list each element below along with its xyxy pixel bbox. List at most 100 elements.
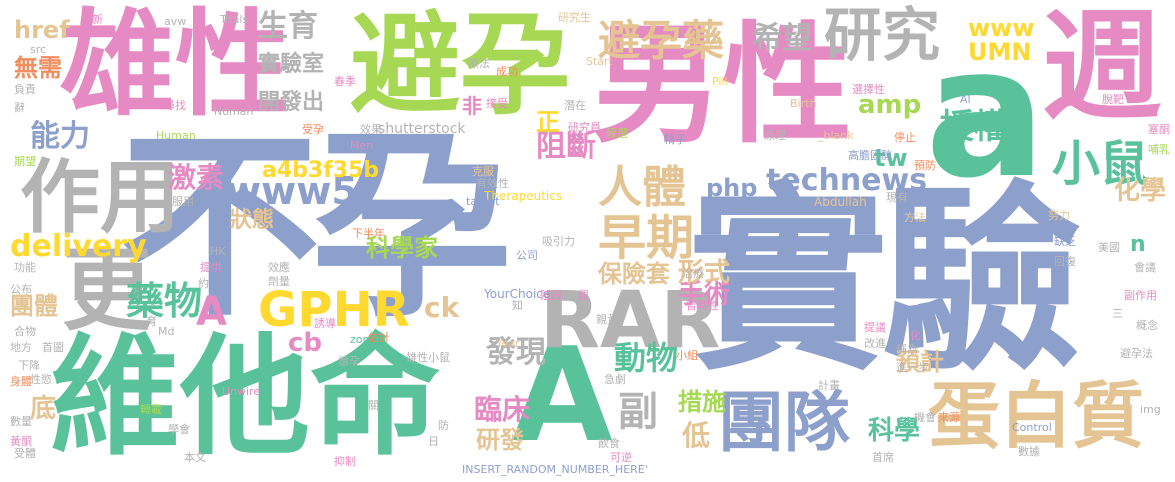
word: 估計 [368,331,390,344]
word: 三 [1112,307,1123,320]
word: 性慾 [30,373,52,386]
word: 不孕 [120,111,512,344]
word: 首席 [872,451,894,464]
word: 負責 [14,83,36,96]
word: 保險套 [598,260,670,288]
word: 效果 [360,123,382,136]
word: 研發 [476,426,524,454]
word: A [512,319,613,471]
word: Md [158,325,175,338]
word: 預計 [896,348,944,376]
word: 副作用 [1124,289,1157,302]
word: 阻斷 [536,129,596,164]
word: 塞酮 [1148,123,1170,136]
word: 非 [462,94,482,118]
word: 受孕 [302,123,324,136]
word: 提供 [200,261,222,274]
word: 化學 [1114,176,1167,206]
word: 脫靶 [1102,93,1124,106]
word: 週 [1042,0,1162,137]
word: 防 [438,419,449,432]
word: 團隊 [718,384,850,461]
word: 雄性 [60,0,291,132]
word: 形式 [678,258,731,288]
word: 低 [682,419,711,452]
word: 來源 [938,411,960,424]
word: avw [164,15,187,28]
word: 努力 [1048,209,1070,222]
word: A [196,289,227,335]
word: Human [156,129,196,142]
word: 狀態 [230,208,275,233]
word: 提議 [864,321,886,334]
word: 開發出 [258,90,325,115]
word: 概念 [1136,319,1158,332]
word: 作用 [20,151,180,244]
word: 知 [512,299,523,312]
word: technews [766,163,928,198]
word: 抑制 [334,455,356,468]
word: 治療 [682,267,704,280]
word: 化 [910,329,921,342]
word: 可逆 [610,451,632,464]
word: a [925,9,1047,218]
word: 手術 [678,280,731,310]
word: 研究員 [568,121,601,134]
word: 克服 [472,165,494,178]
word: www [968,14,1035,42]
word: 觀 [578,289,589,302]
word: 關 [368,399,379,412]
word: UMN [968,38,1032,66]
word: 蛋白質 [928,374,1145,458]
word: 急劇 [604,373,626,386]
word: 預防 [914,159,936,172]
word: Trials [220,13,249,26]
word: 本文 [184,451,206,464]
word: amp [858,90,922,120]
word: INSERT_RANDOM_NUMBER_HERE' [462,463,648,476]
word: 黃酮 [10,435,32,448]
word: 授權 [940,107,1008,147]
word: 新 [92,13,103,26]
word: 春季 [334,75,356,88]
word: 實驗 [688,165,1082,398]
word: 殖器 [540,289,562,302]
word: 育 [146,315,157,328]
word: 身體 [10,375,32,388]
word: 能力 [30,119,90,154]
word: 現有 [886,191,908,204]
word: ck [424,291,460,324]
word: 學會 [168,423,190,436]
word: 功能 [14,261,36,274]
word: 停止 [894,131,916,144]
word: Men [350,139,374,152]
word: 候選 [606,127,628,140]
word: 雄性小鼠 [406,351,450,364]
word: 更 [62,238,152,343]
word: 高膽固醇 [848,149,892,162]
word: 服用 [172,195,194,208]
word: 研究生 [558,11,591,24]
word: 稱為 [896,343,918,356]
word: 激素 [168,161,225,194]
word: AI [960,93,971,106]
word: 日 [428,435,439,448]
word: GPHR [258,282,410,338]
word: YourChoice [484,287,551,301]
word: 公司 [516,249,538,262]
word: 措施 [678,388,726,416]
word: Year [496,337,520,350]
word: img [1140,403,1161,416]
word: 下降 [18,359,40,372]
word: 約 [198,277,209,290]
word: 有效性 [476,177,509,190]
word: 維他命 [50,321,441,473]
word: 潛在 [564,99,586,112]
word: 機會 [914,411,936,424]
word: href [14,16,70,44]
word: www5 [226,169,358,213]
word: 選擇性 [852,83,885,96]
word: 實驗室 [258,52,325,77]
word: Birth [790,97,817,110]
